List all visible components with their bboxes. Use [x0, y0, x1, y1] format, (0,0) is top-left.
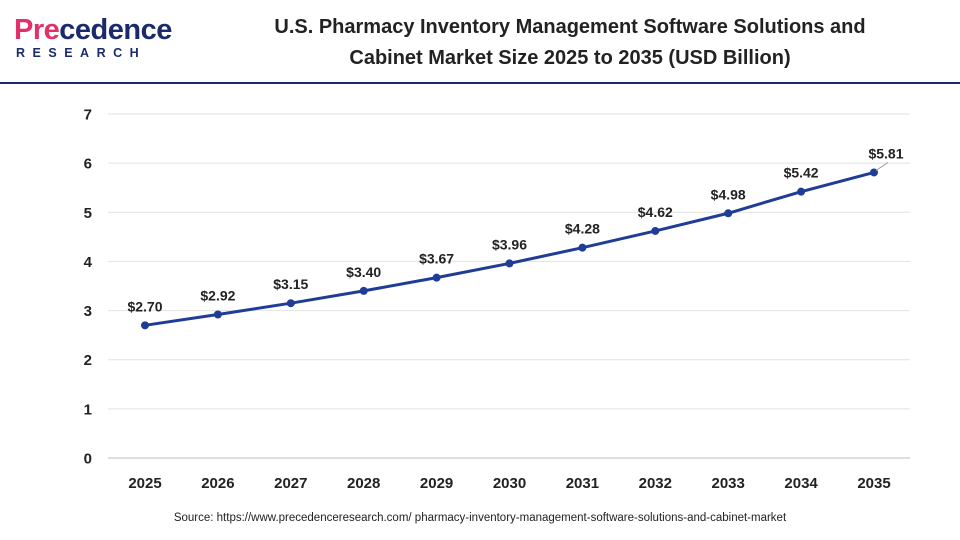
data-label: $5.81 — [868, 145, 903, 161]
y-axis-ticks: 0 1 2 3 4 5 6 7 — [84, 107, 93, 468]
y-tick-label: 1 — [84, 401, 92, 418]
data-label: $4.62 — [638, 204, 673, 220]
logo-wordmark: Precedence — [14, 14, 172, 46]
data-point — [432, 273, 441, 282]
data-label: $2.92 — [200, 288, 235, 304]
data-point — [724, 209, 733, 218]
data-label: $3.15 — [273, 276, 308, 292]
line-chart: 0 1 2 3 4 5 6 7 2025 2026 2027 2028 2029 2030 2031 203… — [84, 107, 910, 492]
y-tick-label: 7 — [84, 107, 92, 124]
data-point — [505, 259, 514, 268]
y-tick-label: 6 — [84, 156, 92, 173]
x-tick-label: 2031 — [566, 475, 599, 492]
data-label: $3.40 — [346, 264, 381, 280]
x-tick-label: 2034 — [784, 475, 818, 492]
header-divider — [0, 82, 960, 84]
data-point — [141, 321, 149, 330]
y-tick-label: 3 — [84, 303, 92, 320]
x-tick-label: 2027 — [274, 475, 307, 492]
data-point — [286, 299, 295, 308]
header: Precedence RESEARCH U.S. Pharmacy Invent… — [0, 0, 960, 82]
data-label: $2.70 — [127, 298, 162, 314]
y-tick-label: 0 — [84, 451, 92, 468]
chart-title-line-1: U.S. Pharmacy Inventory Management Softw… — [274, 16, 866, 38]
data-label: $3.96 — [492, 236, 527, 252]
x-tick-label: 2032 — [639, 475, 672, 492]
data-point — [578, 243, 587, 252]
chart-title-line-2: Cabinet Market Size 2025 to 2035 (USD Bi… — [349, 47, 791, 69]
x-tick-label: 2035 — [857, 475, 890, 492]
data-label: $4.28 — [565, 221, 600, 237]
data-label: $5.42 — [784, 165, 819, 181]
data-point — [797, 187, 806, 196]
y-tick-label: 5 — [84, 205, 92, 222]
data-point — [651, 226, 660, 235]
grid-lines — [108, 113, 910, 459]
data-label-leader — [875, 162, 889, 171]
precedence-research-logo: Precedence RESEARCH — [14, 14, 172, 66]
logo-subtitle: RESEARCH — [16, 46, 147, 60]
logo-suffix: cedence — [59, 14, 172, 46]
x-tick-label: 2030 — [493, 475, 526, 492]
data-labels: $2.70 $2.92 $3.15 $3.40 $3.67 $3.96 $4.28 $4.62… — [127, 145, 903, 314]
x-tick-label: 2033 — [712, 475, 745, 492]
data-points — [141, 168, 878, 330]
data-label: $3.67 — [419, 251, 454, 267]
y-tick-label: 4 — [84, 254, 93, 271]
chart-title: U.S. Pharmacy Inventory Management Softw… — [200, 12, 940, 74]
data-label: $4.98 — [711, 186, 746, 202]
data-point — [359, 286, 368, 295]
y-tick-label: 2 — [84, 352, 92, 369]
x-tick-label: 2028 — [347, 475, 380, 492]
x-tick-label: 2029 — [420, 475, 453, 492]
logo-prefix: Pre — [14, 14, 60, 46]
x-tick-label: 2025 — [128, 475, 161, 492]
x-tick-label: 2026 — [201, 475, 234, 492]
x-axis-ticks: 2025 2026 2027 2028 2029 2030 2031 2032 2033 2034… — [128, 475, 890, 492]
data-point — [213, 310, 222, 319]
source-note: Source: https://www.precedenceresearch.c… — [173, 512, 787, 524]
